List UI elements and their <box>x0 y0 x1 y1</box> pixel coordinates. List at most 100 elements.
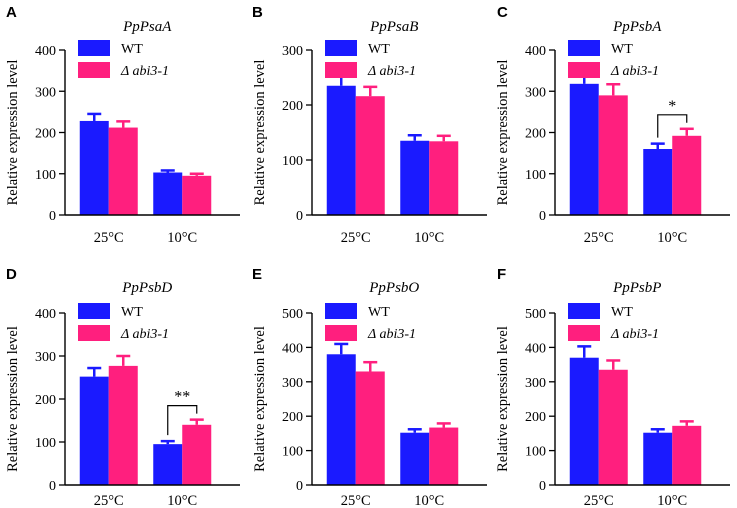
bar-wt <box>643 432 673 485</box>
x-tick-label: 25°C <box>584 230 614 246</box>
bar-wt <box>643 149 673 215</box>
legend-label-mutant: Δ abi3-1 <box>367 64 416 79</box>
y-tick-label: 0 <box>539 209 546 224</box>
y-tick-label: 400 <box>525 44 546 59</box>
y-tick-label: 300 <box>35 85 56 100</box>
bar-mutant <box>672 135 702 215</box>
y-tick-label: 300 <box>525 85 546 100</box>
legend-swatch-mutant <box>325 62 357 78</box>
x-tick-label: 10°C <box>414 493 444 508</box>
y-axis-label: Relative expression level <box>495 326 511 472</box>
panel-letter: C <box>497 4 508 21</box>
panel-letter: F <box>497 266 506 283</box>
y-axis-label: Relative expression level <box>5 326 21 472</box>
bar-wt <box>79 376 109 485</box>
significance-bracket <box>657 114 688 138</box>
y-tick-label: 100 <box>525 445 546 460</box>
legend-label-mutant: Δ abi3-1 <box>120 64 169 79</box>
legend-label-wt: WT <box>121 42 143 57</box>
legend-swatch-mutant <box>568 325 600 341</box>
y-tick-label: 200 <box>282 99 303 114</box>
panel-d: D PpPsbD Relative expression level 0 100 200 3… <box>5 266 240 508</box>
y-tick-label: 300 <box>525 376 546 391</box>
bar-wt <box>569 83 599 215</box>
y-axis-label: Relative expression level <box>252 326 268 472</box>
legend-swatch-wt <box>78 40 110 56</box>
y-axis-label: Relative expression level <box>5 60 21 206</box>
y-tick-label: 300 <box>282 376 303 391</box>
panel-a: A PpPsaA Relative expression level 0 100 200 3… <box>5 4 240 246</box>
bar-mutant <box>355 96 385 215</box>
bar-mutant <box>182 424 212 485</box>
y-tick-label: 300 <box>282 44 303 59</box>
significance-bracket <box>167 405 198 436</box>
legend-swatch-wt <box>78 303 110 319</box>
x-tick-label: 25°C <box>341 493 371 508</box>
y-tick-label: 0 <box>49 479 56 494</box>
legend-swatch-mutant <box>78 62 110 78</box>
y-tick-label: 500 <box>282 307 303 322</box>
y-tick-label: 100 <box>35 436 56 451</box>
panel-f: F PpPsbP Relative expression level 0 100 200 3… <box>495 266 730 508</box>
panel-e: E PpPsbO Relative expression level 0 100 200 3… <box>252 266 487 508</box>
bar-mutant <box>672 425 702 485</box>
x-tick-label: 25°C <box>94 493 124 508</box>
y-tick-label: 400 <box>525 341 546 356</box>
bar-wt <box>153 172 183 215</box>
y-tick-label: 100 <box>35 168 56 183</box>
y-tick-label: 200 <box>525 127 546 142</box>
bar-wt <box>400 432 430 485</box>
y-tick-label: 400 <box>282 341 303 356</box>
x-tick-label: 25°C <box>94 230 124 246</box>
legend-swatch-wt <box>325 303 357 319</box>
legend-swatch-wt <box>568 303 600 319</box>
bar-wt <box>79 120 109 215</box>
y-tick-label: 100 <box>282 154 303 169</box>
legend-swatch-mutant <box>568 62 600 78</box>
legend-label-wt: WT <box>121 305 143 320</box>
panel-letter: B <box>252 4 263 21</box>
legend: WT Δ abi3-1 <box>325 303 416 342</box>
x-tick-label: 10°C <box>167 230 197 246</box>
significance-label: ** <box>174 389 190 406</box>
legend-label-wt: WT <box>611 42 633 57</box>
panel-title: PpPsbD <box>121 280 172 296</box>
bar-wt <box>326 85 356 215</box>
panel-letter: E <box>252 266 262 283</box>
panel-title: PpPsaA <box>122 19 172 35</box>
legend-label-mutant: Δ abi3-1 <box>610 327 659 342</box>
y-tick-label: 200 <box>35 127 56 142</box>
bar-mutant <box>429 141 459 215</box>
panel-letter: A <box>6 4 17 21</box>
y-tick-label: 200 <box>282 410 303 425</box>
y-tick-label: 0 <box>296 209 303 224</box>
legend-swatch-mutant <box>78 325 110 341</box>
bar-wt <box>400 140 430 215</box>
y-tick-label: 100 <box>282 445 303 460</box>
y-tick-label: 0 <box>296 479 303 494</box>
bar-mutant <box>355 371 385 485</box>
legend-label-mutant: Δ abi3-1 <box>120 327 169 342</box>
y-tick-label: 400 <box>35 44 56 59</box>
x-tick-label: 10°C <box>167 493 197 508</box>
y-tick-label: 0 <box>539 479 546 494</box>
y-tick-label: 300 <box>35 350 56 365</box>
bar-mutant <box>598 369 628 485</box>
x-tick-label: 25°C <box>584 493 614 508</box>
x-tick-label: 10°C <box>657 230 687 246</box>
legend-swatch-mutant <box>325 325 357 341</box>
panel-c: C PpPsbA Relative expression level 0 100 200 3… <box>495 4 730 246</box>
panel-title: PpPsbP <box>612 280 661 296</box>
legend-label-mutant: Δ abi3-1 <box>610 64 659 79</box>
legend: WT Δ abi3-1 <box>325 40 416 79</box>
legend-label-wt: WT <box>368 42 390 57</box>
legend-swatch-wt <box>325 40 357 56</box>
legend-label-wt: WT <box>368 305 390 320</box>
x-tick-label: 25°C <box>341 230 371 246</box>
panel-title: PpPsbO <box>368 280 419 296</box>
bar-mutant <box>108 127 138 215</box>
bar-wt <box>569 357 599 485</box>
bar-mutant <box>108 365 138 485</box>
legend: WT Δ abi3-1 <box>78 303 169 342</box>
